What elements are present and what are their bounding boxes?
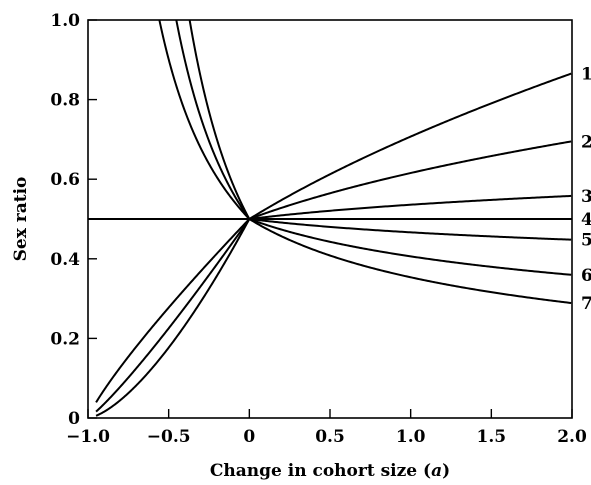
x-axis-label-variable: a [431,461,442,481]
curves-group [88,20,572,417]
series-line-3 [158,20,572,221]
x-tick-label: −1.0 [66,427,110,447]
y-tick-label: 0 [68,409,80,429]
series-label-4: 4 [581,210,591,230]
series-line-5 [95,217,572,403]
series-label-2: 2 [581,132,591,152]
x-tick-label: 2.0 [557,427,587,447]
series-line-1 [188,20,572,221]
x-tick-label: −0.5 [147,427,191,447]
series-label-3: 3 [581,187,591,207]
tick-labels-group: −1.0 −0.5 0 0.5 1.0 1.5 2.0 0 0.2 0.4 0.6 0.8 1.0 1 2 3… [50,11,591,447]
x-axis-label-prefix: Change in cohort size ( [210,461,431,481]
y-axis-label: Sex ratio [11,177,31,262]
y-tick-label: 0.4 [50,250,80,270]
y-tick-label: 0.6 [50,170,80,190]
x-tick-label: 1.5 [477,427,507,447]
series-label-6: 6 [581,266,591,286]
x-axis-label: Change in cohort size (a) [210,461,450,481]
y-tick-label: 0.2 [50,329,80,349]
x-tick-label: 0.5 [315,427,345,447]
x-tick-label: 1.0 [396,427,426,447]
series-label-5: 5 [581,231,591,251]
y-tick-label: 0.8 [50,91,80,111]
series-label-1: 1 [581,64,591,84]
series-line-6 [95,217,572,413]
y-tick-label: 1.0 [50,11,80,31]
x-tick-label: 0 [243,427,255,447]
ticks-group [87,19,573,419]
series-line-7 [95,217,572,417]
series-line-2 [175,20,572,221]
series-label-7: 7 [581,294,591,314]
x-axis-label-suffix: ) [442,461,450,481]
